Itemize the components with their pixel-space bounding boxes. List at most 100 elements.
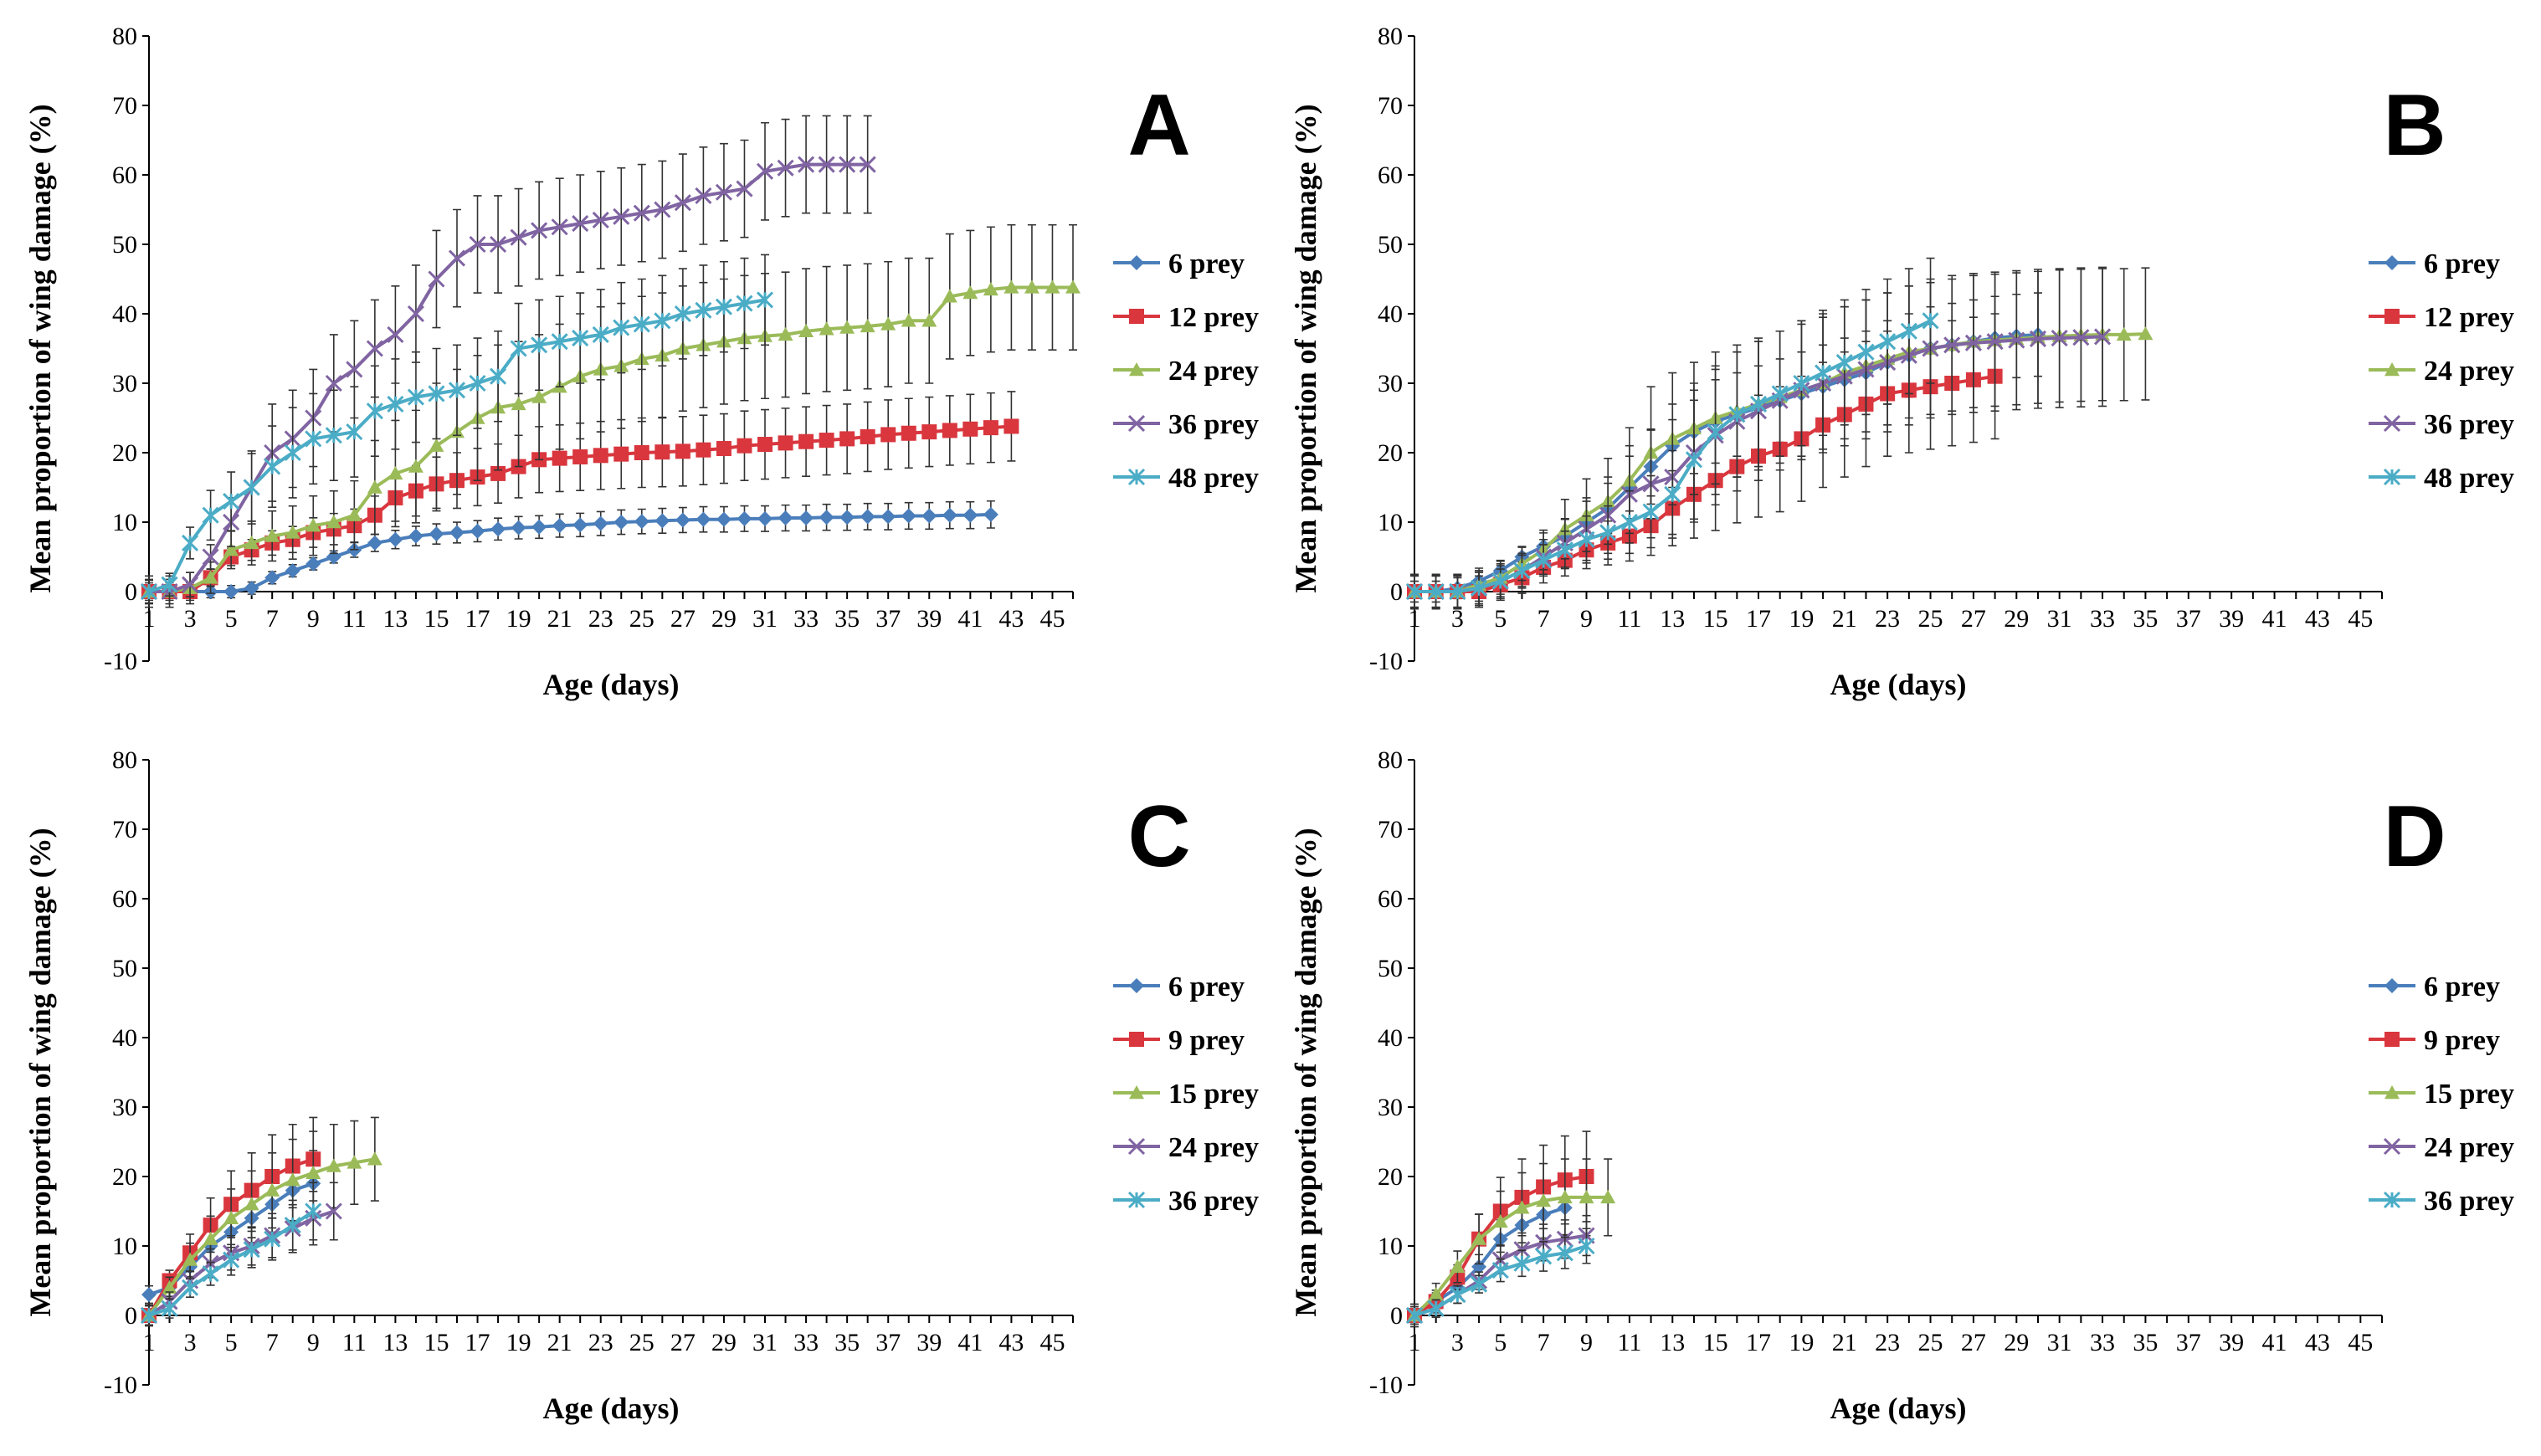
x-tick-label: 37 [2176,605,2201,633]
data-point [2029,330,2047,347]
x-tick-label: 1 [1409,1329,1421,1356]
data-point [367,479,382,494]
legend-item: 6 prey [1113,972,1245,1002]
data-point [1620,513,1638,531]
x-tick-label: 31 [2047,1329,2072,1356]
x-tick-label: 23 [588,605,613,633]
data-point [1045,279,1060,294]
data-point [1707,423,1724,441]
y-tick-label: 0 [1390,578,1403,606]
legend-label: 24 prey [1168,1132,1259,1163]
x-tick-label: 35 [834,1329,860,1356]
x-tick-label: 13 [382,1329,408,1356]
x-tick-label: 33 [2090,605,2115,633]
data-point [593,448,608,464]
x-tick-label: 21 [547,1329,572,1356]
data-point [387,326,404,343]
data-point [510,340,527,357]
data-point [203,1231,218,1245]
x-tick-label: 17 [465,1329,490,1356]
data-point [1964,334,1982,351]
data-point [778,326,793,341]
data-point [1556,1244,1573,1262]
legend-label: 36 prey [1168,409,1259,440]
data-point [244,1197,259,1211]
data-point [366,340,383,357]
data-point [325,1202,342,1220]
data-point [407,388,424,406]
data-point [1642,503,1660,520]
legend-item: 36 prey [1113,1186,1259,1217]
x-tick-label: 13 [1660,1329,1685,1356]
legend-marker [2384,1085,2400,1100]
data-point [305,518,321,532]
x-tick-label: 5 [1494,1329,1507,1356]
data-point [305,430,322,448]
data-point [305,556,321,572]
data-point [1513,1241,1531,1259]
y-tick-label: 50 [1378,231,1403,259]
data-point [572,329,589,347]
data-point [2008,331,2025,349]
y-tick-label: 60 [112,885,137,913]
data-point [715,183,732,201]
data-point [654,444,670,460]
data-point [737,510,752,526]
data-point [448,249,466,267]
data-point [942,289,957,303]
x-tick-label: 3 [1451,1329,1464,1356]
x-tick-label: 39 [916,1329,942,1356]
data-point [202,1265,219,1283]
data-point [428,270,445,288]
x-tick-label: 39 [916,605,942,633]
x-tick-label: 19 [506,1329,531,1356]
x-tick-label: 45 [1040,605,1065,633]
x-tick-label: 27 [670,1329,696,1356]
data-point [1405,582,1424,601]
data-point [223,542,239,556]
y-tick-label: -10 [104,1371,137,1399]
series-48-prey [1405,257,1939,608]
data-point [1557,1189,1573,1204]
legend-marker [1127,1137,1146,1156]
data-point [756,162,774,180]
legend-item: 9 prey [2369,1025,2500,1056]
legend-item: 36 prey [2369,409,2514,440]
data-point [798,433,814,449]
x-tick-label: 37 [2176,1329,2201,1356]
y-tick-label: 10 [112,509,137,536]
legend-marker [1129,309,1144,324]
x-tick-label: 1 [143,1329,156,1356]
series-line [1414,374,1995,593]
data-point [366,402,383,420]
data-point [469,235,486,254]
data-point [531,519,547,535]
data-point [756,291,774,309]
data-point [285,1172,300,1187]
x-tick-label: 19 [1789,1329,1814,1356]
legend-marker [1127,1191,1146,1209]
x-tick-label: 1 [1409,605,1421,633]
data-point [182,1252,198,1266]
data-point [674,305,691,323]
data-point [161,1300,178,1317]
data-point [1599,524,1617,541]
x-tick-label: 29 [711,1329,737,1356]
data-point [675,443,690,459]
data-point [819,433,834,449]
data-point [921,508,937,524]
x-tick-label: 15 [424,1329,449,1356]
x-tick-label: 37 [875,1329,901,1356]
data-point [1535,551,1553,569]
data-point [551,333,568,351]
x-tick-label: 27 [1961,1329,1986,1356]
data-point [162,1279,177,1294]
x-axis-title: Age (days) [1830,1392,1967,1425]
legend-label: 36 prey [2424,409,2514,440]
series-36-prey [140,115,876,605]
data-point [675,512,690,528]
y-axis-title: Mean proportion of wing damage (%) [23,104,57,592]
data-point [285,525,300,539]
data-point [839,156,856,173]
